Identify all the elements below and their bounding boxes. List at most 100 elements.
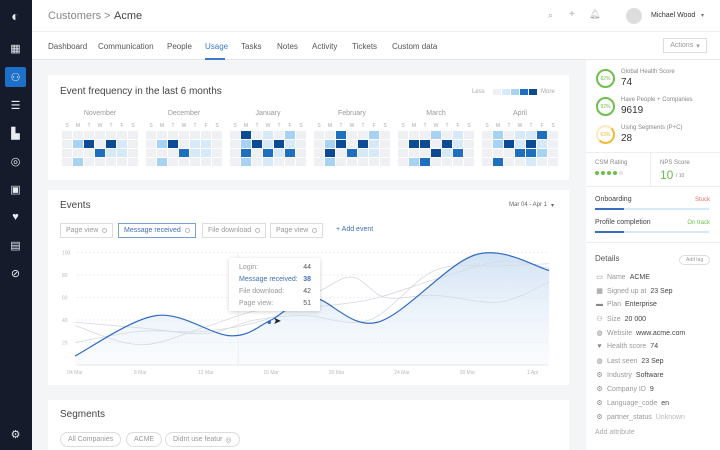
remove-icon[interactable]	[184, 228, 190, 233]
heatmap-cell[interactable]	[241, 149, 251, 157]
search-icon[interactable]: ⌕	[548, 10, 554, 20]
heatmap-cell[interactable]	[84, 149, 94, 157]
heatmap-cell[interactable]	[230, 131, 240, 139]
heatmap-cell[interactable]	[325, 149, 335, 157]
heatmap-cell[interactable]	[358, 149, 368, 157]
heatmap-cell[interactable]	[369, 131, 379, 139]
eye-icon[interactable]: ◎	[225, 436, 232, 444]
heatmap-cell[interactable]	[84, 140, 94, 148]
heatmap-cell[interactable]	[453, 131, 463, 139]
heatmap-cell[interactable]	[482, 131, 492, 139]
heatmap-cell[interactable]	[274, 158, 284, 166]
heatmap-cell[interactable]	[201, 140, 211, 148]
heatmap-cell[interactable]	[504, 131, 514, 139]
heart-icon[interactable]: ♥	[12, 211, 19, 223]
heatmap-cell[interactable]	[274, 140, 284, 148]
heatmap-cell[interactable]	[548, 140, 558, 148]
heatmap-cell[interactable]	[252, 158, 262, 166]
document-icon[interactable]: ▤	[10, 239, 21, 252]
heatmap-cell[interactable]	[212, 158, 222, 166]
tab-communication[interactable]: Communication	[98, 42, 154, 51]
heatmap-cell[interactable]	[128, 158, 138, 166]
heatmap-cell[interactable]	[84, 131, 94, 139]
tab-custom-data[interactable]: Custom data	[392, 42, 438, 51]
heatmap-cell[interactable]	[442, 131, 452, 139]
heatmap-cell[interactable]	[95, 131, 105, 139]
dashboard-icon[interactable]: ▦	[10, 42, 21, 55]
heatmap-cell[interactable]	[526, 149, 536, 157]
heatmap-cell[interactable]	[296, 149, 306, 157]
heatmap-cell[interactable]	[314, 158, 324, 166]
heatmap-cell[interactable]	[146, 140, 156, 148]
heatmap-cell[interactable]	[117, 158, 127, 166]
heatmap-cell[interactable]	[347, 149, 357, 157]
heatmap-cell[interactable]	[431, 149, 441, 157]
bell-icon[interactable]: 🔔︎	[589, 9, 601, 19]
heatmap-cell[interactable]	[296, 158, 306, 166]
add-tag-button[interactable]: Add tag	[679, 255, 711, 265]
heatmap-cell[interactable]	[190, 149, 200, 157]
heatmap-cell[interactable]	[431, 131, 441, 139]
heatmap-cell[interactable]	[212, 140, 222, 148]
heatmap-cell[interactable]	[442, 149, 452, 157]
heatmap-cell[interactable]	[369, 149, 379, 157]
breadcrumb-root[interactable]: Customers	[48, 10, 102, 22]
heatmap-cell[interactable]	[493, 158, 503, 166]
target-icon[interactable]: ◎	[10, 155, 21, 168]
event-chip-page-view-2[interactable]: Page view	[270, 223, 324, 238]
heatmap-cell[interactable]	[117, 131, 127, 139]
heatmap-cell[interactable]	[526, 158, 536, 166]
heatmap-cell[interactable]	[230, 140, 240, 148]
tab-activity[interactable]: Activity	[312, 42, 338, 51]
tab-tickets[interactable]: Tickets	[352, 42, 378, 51]
heatmap-cell[interactable]	[420, 158, 430, 166]
heatmap-cell[interactable]	[358, 158, 368, 166]
heatmap-cell[interactable]	[73, 140, 83, 148]
heatmap-cell[interactable]	[84, 158, 94, 166]
heatmap-cell[interactable]	[128, 131, 138, 139]
heatmap-cell[interactable]	[537, 140, 547, 148]
heatmap-cell[interactable]	[263, 149, 273, 157]
heatmap-cell[interactable]	[347, 140, 357, 148]
heatmap-cell[interactable]	[336, 140, 346, 148]
add-attribute-link[interactable]: Add attribute	[595, 429, 635, 436]
tab-people[interactable]: People	[167, 42, 192, 51]
heatmap-cell[interactable]	[504, 158, 514, 166]
heatmap-cell[interactable]	[230, 158, 240, 166]
event-chip-file-download[interactable]: File download	[202, 223, 267, 238]
heatmap-cell[interactable]	[168, 140, 178, 148]
remove-icon[interactable]	[312, 228, 318, 233]
heatmap-cell[interactable]	[515, 158, 525, 166]
heatmap-cell[interactable]	[263, 131, 273, 139]
heatmap-cell[interactable]	[62, 131, 72, 139]
heatmap-cell[interactable]	[504, 140, 514, 148]
segment-pill-all-companies[interactable]: All Companies	[60, 432, 122, 447]
heatmap-cell[interactable]	[179, 140, 189, 148]
heatmap-cell[interactable]	[358, 140, 368, 148]
heatmap-cell[interactable]	[263, 158, 273, 166]
heatmap-cell[interactable]	[201, 149, 211, 157]
segment-pill-acme[interactable]: ACME	[126, 432, 163, 447]
heatmap-cell[interactable]	[190, 158, 200, 166]
heatmap-cell[interactable]	[263, 140, 273, 148]
heatmap-cell[interactable]	[106, 140, 116, 148]
heatmap-cell[interactable]	[409, 131, 419, 139]
heatmap-cell[interactable]	[274, 131, 284, 139]
heatmap-cell[interactable]	[168, 149, 178, 157]
heatmap-cell[interactable]	[128, 149, 138, 157]
heatmap-cell[interactable]	[442, 140, 452, 148]
heatmap-cell[interactable]	[73, 131, 83, 139]
heatmap-cell[interactable]	[168, 158, 178, 166]
heatmap-cell[interactable]	[380, 158, 390, 166]
segment-pill-didnt-use-feature[interactable]: Didnt use featur ◎	[165, 432, 240, 447]
heatmap-cell[interactable]	[285, 140, 295, 148]
heatmap-cell[interactable]	[146, 158, 156, 166]
heatmap-cell[interactable]	[230, 149, 240, 157]
heatmap-cell[interactable]	[398, 131, 408, 139]
heatmap-cell[interactable]	[336, 158, 346, 166]
heatmap-cell[interactable]	[157, 149, 167, 157]
heatmap-cell[interactable]	[241, 131, 251, 139]
heatmap-cell[interactable]	[464, 158, 474, 166]
tab-dashboard[interactable]: Dashboard	[48, 42, 88, 51]
heatmap-cell[interactable]	[548, 131, 558, 139]
